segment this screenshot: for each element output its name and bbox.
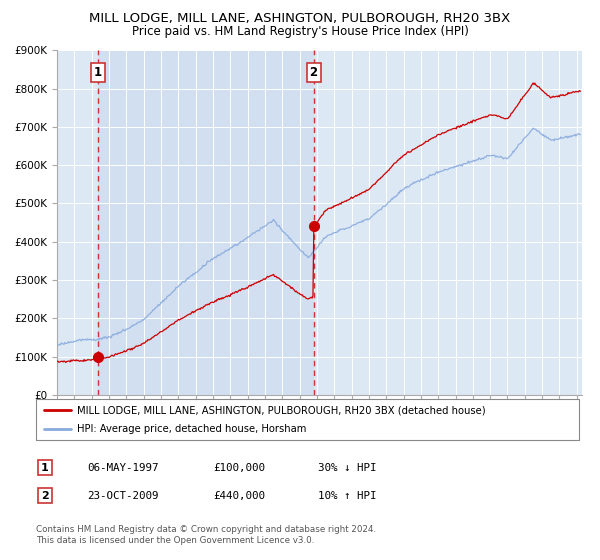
Text: 1: 1 [94,66,102,80]
Text: 23-OCT-2009: 23-OCT-2009 [87,491,158,501]
Text: 2: 2 [41,491,49,501]
Text: Price paid vs. HM Land Registry's House Price Index (HPI): Price paid vs. HM Land Registry's House … [131,25,469,38]
Text: £440,000: £440,000 [213,491,265,501]
Text: MILL LODGE, MILL LANE, ASHINGTON, PULBOROUGH, RH20 3BX (detached house): MILL LODGE, MILL LANE, ASHINGTON, PULBOR… [77,405,485,415]
Text: Contains HM Land Registry data © Crown copyright and database right 2024.
This d: Contains HM Land Registry data © Crown c… [36,525,376,545]
Bar [98,50,314,395]
Text: 06-MAY-1997: 06-MAY-1997 [87,463,158,473]
Text: 2: 2 [310,66,317,80]
Text: 10% ↑ HPI: 10% ↑ HPI [318,491,377,501]
Text: £100,000: £100,000 [213,463,265,473]
Text: 30% ↓ HPI: 30% ↓ HPI [318,463,377,473]
Text: HPI: Average price, detached house, Horsham: HPI: Average price, detached house, Hors… [77,424,306,433]
Text: MILL LODGE, MILL LANE, ASHINGTON, PULBOROUGH, RH20 3BX: MILL LODGE, MILL LANE, ASHINGTON, PULBOR… [89,12,511,25]
FancyBboxPatch shape [36,399,579,440]
Text: 1: 1 [41,463,49,473]
